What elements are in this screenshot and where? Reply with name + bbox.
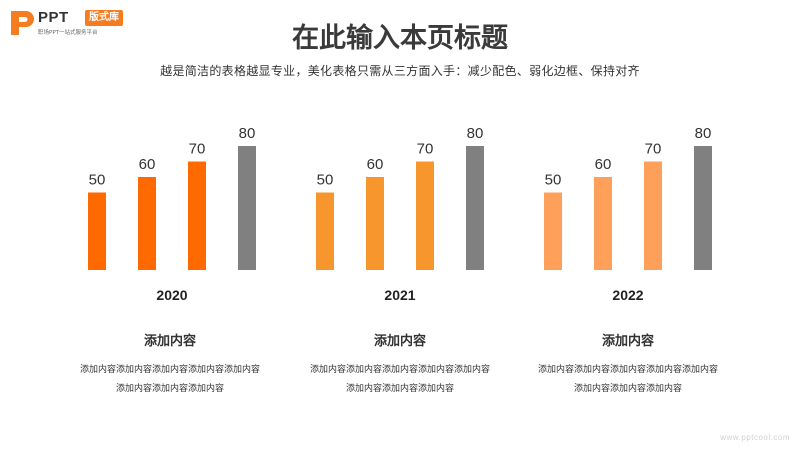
bar-2022-4 <box>694 146 712 270</box>
data-label: 50 <box>317 172 334 189</box>
data-label: 80 <box>695 125 712 142</box>
data-label: 70 <box>645 141 662 158</box>
content-desc: 添加内容添加内容添加内容添加内容添加内容添加内容添加内容添加内容 <box>309 365 490 394</box>
bar-2020-3 <box>188 161 206 270</box>
bar-chart: 50 60 70 80 2020 50 60 70 80 2021 50 60 70 80 2022 <box>88 125 712 303</box>
bar-2021-3 <box>416 161 434 270</box>
data-label: 60 <box>139 156 156 173</box>
logo-mark-icon <box>11 11 34 35</box>
watermark: www.pptcool.com <box>720 433 790 442</box>
page-subtitle: 越是简洁的表格越显专业，美化表格只需从三方面入手：减少配色、弱化边框、保持对齐 <box>160 64 640 78</box>
data-label: 70 <box>189 141 206 158</box>
content-title: 添加内容 <box>143 334 196 349</box>
bar-2021-4 <box>466 146 484 270</box>
data-label: 80 <box>467 125 484 142</box>
bar-2022-1 <box>544 192 562 270</box>
data-label: 60 <box>367 156 384 173</box>
data-label: 70 <box>417 141 434 158</box>
bar-2021-1 <box>316 192 334 270</box>
content-block-2: 添加内容 添加内容添加内容添加内容添加内容添加内容添加内容添加内容添加内容 <box>300 330 500 399</box>
logo-brand-text: PPT <box>38 9 69 26</box>
content-block-1: 添加内容 添加内容添加内容添加内容添加内容添加内容添加内容添加内容添加内容 <box>70 330 270 399</box>
data-label: 50 <box>89 172 106 189</box>
bar-2020-1 <box>88 192 106 270</box>
group-label-2021: 2021 <box>384 287 415 303</box>
bar-2021-2 <box>366 177 384 270</box>
data-label: 80 <box>239 125 256 142</box>
content-block-3: 添加内容 添加内容添加内容添加内容添加内容添加内容添加内容添加内容添加内容 <box>528 330 728 399</box>
content-desc: 添加内容添加内容添加内容添加内容添加内容添加内容添加内容添加内容 <box>537 365 718 394</box>
content-title: 添加内容 <box>601 334 654 349</box>
bar-2022-2 <box>594 177 612 270</box>
bar-2020-4 <box>238 146 256 270</box>
group-label-2022: 2022 <box>612 287 643 303</box>
content-desc: 添加内容添加内容添加内容添加内容添加内容添加内容添加内容添加内容 <box>79 365 260 394</box>
logo-tagline: 职场PPT一站式服务平台 <box>38 30 98 36</box>
page-title: 在此输入本页标题 <box>292 23 508 54</box>
content-title: 添加内容 <box>373 334 426 349</box>
logo-badge: 版式库 <box>85 10 123 26</box>
group-label-2020: 2020 <box>156 287 187 303</box>
brand-logo: PPT 版式库 职场PPT一站式服务平台 <box>8 8 168 38</box>
data-label: 60 <box>595 156 612 173</box>
bar-2022-3 <box>644 161 662 270</box>
data-label: 50 <box>545 172 562 189</box>
bar-2020-2 <box>138 177 156 270</box>
